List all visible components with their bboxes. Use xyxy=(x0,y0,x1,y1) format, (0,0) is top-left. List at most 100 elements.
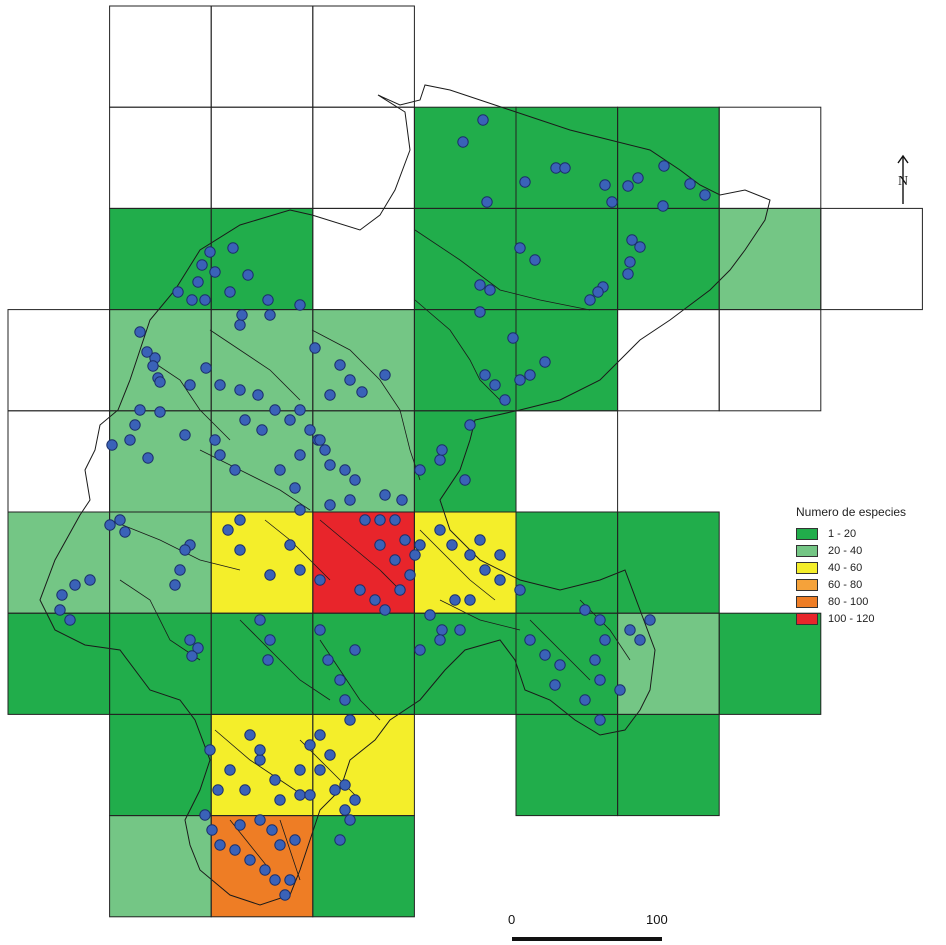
collection-point xyxy=(254,814,266,826)
collection-point xyxy=(369,594,381,606)
collection-point xyxy=(454,624,466,636)
grid-cell xyxy=(312,714,415,816)
collection-point xyxy=(284,539,296,551)
grid-cell xyxy=(312,208,415,310)
collection-point xyxy=(634,241,646,253)
collection-point xyxy=(154,376,166,388)
collection-point xyxy=(507,332,519,344)
legend-item: 1 - 20 xyxy=(796,525,936,542)
grid-cell xyxy=(8,309,110,411)
collection-point xyxy=(344,714,356,726)
grid-cell xyxy=(414,512,516,614)
collection-point xyxy=(626,234,638,246)
collection-point xyxy=(539,356,551,368)
collection-point xyxy=(464,419,476,431)
collection-point xyxy=(459,474,471,486)
collection-point xyxy=(274,794,286,806)
collection-point xyxy=(344,494,356,506)
collection-point xyxy=(499,394,511,406)
collection-point xyxy=(104,519,116,531)
grid-cell xyxy=(312,6,415,108)
collection-point xyxy=(374,539,386,551)
collection-point xyxy=(414,539,426,551)
collection-point xyxy=(434,634,446,646)
collection-point xyxy=(349,794,361,806)
collection-point xyxy=(196,259,208,271)
collection-point xyxy=(519,176,531,188)
collection-point xyxy=(179,544,191,556)
collection-point xyxy=(514,374,526,386)
collection-point xyxy=(234,319,246,331)
scale-bar: 0 100 xyxy=(508,912,668,942)
collection-point xyxy=(172,286,184,298)
collection-point xyxy=(294,564,306,576)
legend-swatch xyxy=(796,578,818,591)
collection-point xyxy=(559,162,571,174)
grid-cell-border xyxy=(718,309,822,412)
collection-point xyxy=(324,499,336,511)
collection-point xyxy=(319,444,331,456)
grid-cell xyxy=(516,107,618,209)
collection-point xyxy=(269,404,281,416)
collection-point xyxy=(434,524,446,536)
collection-point xyxy=(494,549,506,561)
legend-label: 60 - 80 xyxy=(828,578,863,591)
collection-point xyxy=(524,634,536,646)
collection-point xyxy=(349,474,361,486)
collection-point xyxy=(479,564,491,576)
collection-point xyxy=(134,404,146,416)
collection-point xyxy=(142,452,154,464)
collection-point xyxy=(622,268,634,280)
collection-point xyxy=(314,764,326,776)
collection-point xyxy=(199,294,211,306)
collection-point xyxy=(147,360,159,372)
collection-point xyxy=(424,609,436,621)
collection-point xyxy=(212,784,224,796)
grid-cell xyxy=(516,309,618,411)
legend-label: 40 - 60 xyxy=(828,561,863,574)
grid-cells xyxy=(8,6,923,917)
collection-point xyxy=(279,889,291,901)
collection-point xyxy=(554,659,566,671)
legend-items: 1 - 20 20 - 40 40 - 60 60 - 80 80 - 100 100 -… xyxy=(796,525,936,627)
collection-point xyxy=(134,326,146,338)
collection-point xyxy=(294,449,306,461)
grid-cell xyxy=(8,410,110,512)
collection-point xyxy=(334,834,346,846)
legend-item: 60 - 80 xyxy=(796,576,936,593)
collection-point xyxy=(344,374,356,386)
collection-point xyxy=(449,594,461,606)
collection-point xyxy=(119,526,131,538)
collection-point xyxy=(266,824,278,836)
collection-point xyxy=(481,196,493,208)
grid-cell xyxy=(617,512,720,614)
collection-point xyxy=(269,774,281,786)
grid-cell xyxy=(211,6,313,108)
grid-cell xyxy=(516,613,618,715)
collection-point xyxy=(184,379,196,391)
collection-point xyxy=(284,414,296,426)
collection-point xyxy=(479,369,491,381)
grid-cell xyxy=(414,107,516,209)
collection-point xyxy=(304,424,316,436)
collection-point xyxy=(464,594,476,606)
collection-point xyxy=(252,389,264,401)
legend-swatch xyxy=(796,561,818,574)
north-label: N xyxy=(898,174,908,189)
grid-lines xyxy=(7,5,923,918)
scale-line xyxy=(512,937,662,941)
collection-point xyxy=(169,579,181,591)
grid-cell xyxy=(109,613,212,715)
collection-point xyxy=(214,839,226,851)
collection-point xyxy=(436,444,448,456)
collection-point xyxy=(254,614,266,626)
collection-point xyxy=(294,299,306,311)
collection-point xyxy=(324,389,336,401)
collection-point xyxy=(379,604,391,616)
collection-point xyxy=(414,464,426,476)
grid-cell-border xyxy=(718,612,822,715)
collection-point xyxy=(222,524,234,536)
collection-point xyxy=(186,294,198,306)
collection-point xyxy=(359,514,371,526)
collection-point xyxy=(322,654,334,666)
